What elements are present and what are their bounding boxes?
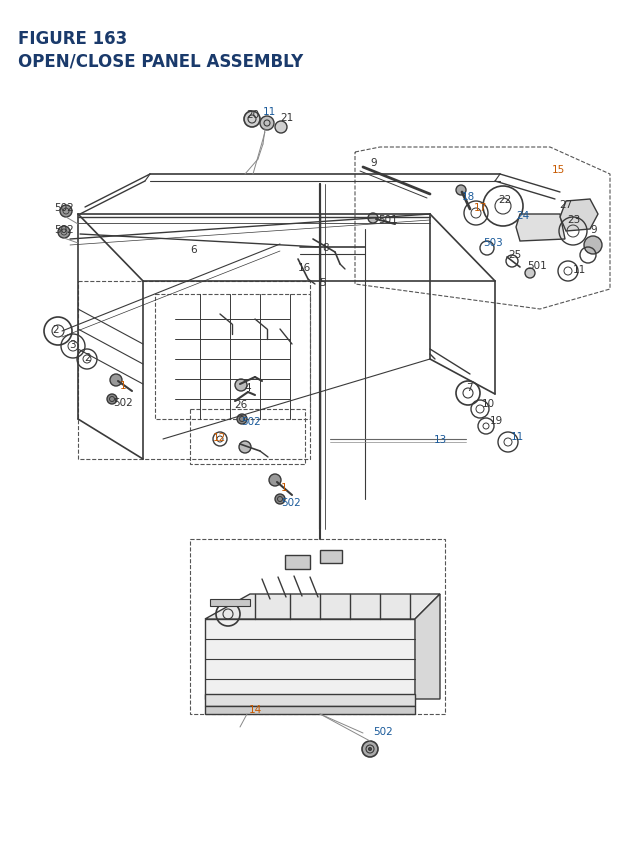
Polygon shape [415, 594, 440, 699]
Circle shape [584, 237, 602, 255]
Circle shape [60, 206, 72, 218]
Text: 9: 9 [370, 158, 376, 168]
Text: 7: 7 [466, 382, 472, 393]
Text: 1: 1 [120, 381, 127, 391]
Polygon shape [516, 214, 565, 242]
Text: 8: 8 [322, 243, 328, 253]
Text: 3: 3 [69, 339, 76, 350]
Text: 10: 10 [482, 399, 495, 408]
Text: 502: 502 [281, 498, 301, 507]
Text: 27: 27 [559, 200, 572, 210]
Bar [190, 539, 445, 714]
Polygon shape [210, 599, 250, 606]
Text: 25: 25 [508, 250, 521, 260]
Text: FIGURE 163: FIGURE 163 [18, 30, 127, 48]
Circle shape [239, 442, 251, 454]
Polygon shape [205, 594, 440, 619]
Text: 11: 11 [263, 107, 276, 117]
Circle shape [275, 122, 287, 133]
Text: 18: 18 [462, 192, 476, 201]
Text: 11: 11 [511, 431, 524, 442]
Text: 15: 15 [552, 164, 565, 175]
Text: 501: 501 [378, 214, 397, 225]
Text: 14: 14 [249, 704, 262, 714]
Text: 26: 26 [234, 400, 247, 410]
Text: 5: 5 [319, 278, 326, 288]
Text: 9: 9 [590, 225, 596, 235]
Bar [205, 694, 415, 706]
Text: 502: 502 [241, 417, 260, 426]
Text: 1: 1 [281, 482, 287, 492]
Text: 21: 21 [280, 113, 293, 123]
Text: 24: 24 [516, 211, 529, 220]
Text: 13: 13 [434, 435, 447, 444]
Text: 502: 502 [113, 398, 132, 407]
Text: 17: 17 [474, 202, 487, 213]
Text: 502: 502 [54, 202, 74, 213]
Circle shape [110, 375, 122, 387]
Text: 501: 501 [527, 261, 547, 270]
Text: 11: 11 [573, 264, 586, 275]
Text: 503: 503 [483, 238, 503, 248]
Text: 20: 20 [246, 110, 259, 120]
Text: 6: 6 [190, 245, 196, 255]
Bar [285, 555, 310, 569]
Polygon shape [560, 200, 598, 232]
Circle shape [456, 186, 466, 195]
Text: 22: 22 [498, 195, 511, 205]
Bar [320, 550, 342, 563]
Circle shape [269, 474, 281, 486]
Text: 502: 502 [54, 225, 74, 235]
Circle shape [362, 741, 378, 757]
Circle shape [369, 747, 371, 751]
Text: 2: 2 [84, 353, 91, 362]
Text: 4: 4 [244, 382, 251, 393]
Text: 502: 502 [373, 726, 393, 736]
Text: 23: 23 [567, 214, 580, 225]
Circle shape [275, 494, 285, 505]
Circle shape [237, 414, 247, 424]
Circle shape [260, 117, 274, 131]
Text: OPEN/CLOSE PANEL ASSEMBLY: OPEN/CLOSE PANEL ASSEMBLY [18, 52, 303, 70]
Text: 2: 2 [52, 325, 59, 335]
Text: 12: 12 [213, 432, 227, 443]
Circle shape [58, 226, 70, 238]
Bar [205, 706, 415, 714]
Circle shape [235, 380, 247, 392]
Polygon shape [205, 619, 415, 699]
Text: 16: 16 [298, 263, 311, 273]
Circle shape [244, 112, 260, 127]
Text: 19: 19 [490, 416, 503, 425]
Circle shape [368, 214, 378, 224]
Circle shape [107, 394, 117, 405]
Circle shape [525, 269, 535, 279]
